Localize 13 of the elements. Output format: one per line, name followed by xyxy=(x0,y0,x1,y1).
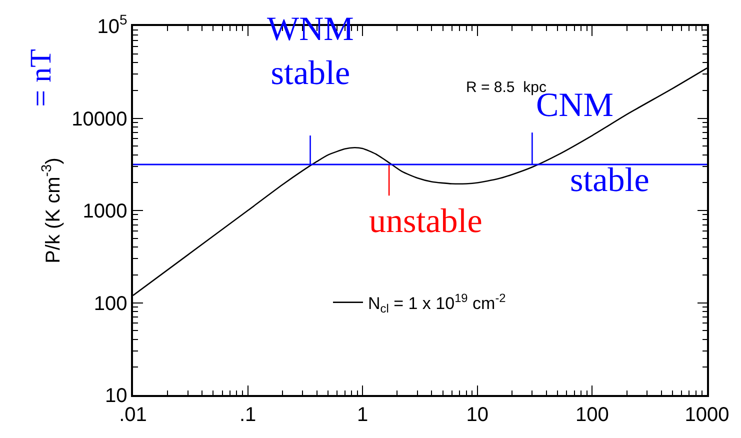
x-tick-label: .1 xyxy=(239,404,256,426)
text: = nT xyxy=(24,49,58,107)
annotation: stable xyxy=(570,162,650,199)
annotation: unstable xyxy=(369,203,482,240)
x-tick-label: 100 xyxy=(576,404,609,426)
x-tick-label: 10 xyxy=(466,404,489,426)
x-tick-label: 1000 xyxy=(684,404,730,426)
y-tick-label: 100 xyxy=(94,292,128,315)
y-tick-label: 1000 xyxy=(82,200,128,222)
y-tick-label: 10$^{5}$ xyxy=(97,12,128,38)
x-tick-label: 1 xyxy=(357,404,368,426)
y-tick-label: 10000 xyxy=(72,108,128,130)
legend-label: N$_{cl}$ = 1 x 10$^{19}$ cm$^{-2}$ xyxy=(368,290,506,316)
